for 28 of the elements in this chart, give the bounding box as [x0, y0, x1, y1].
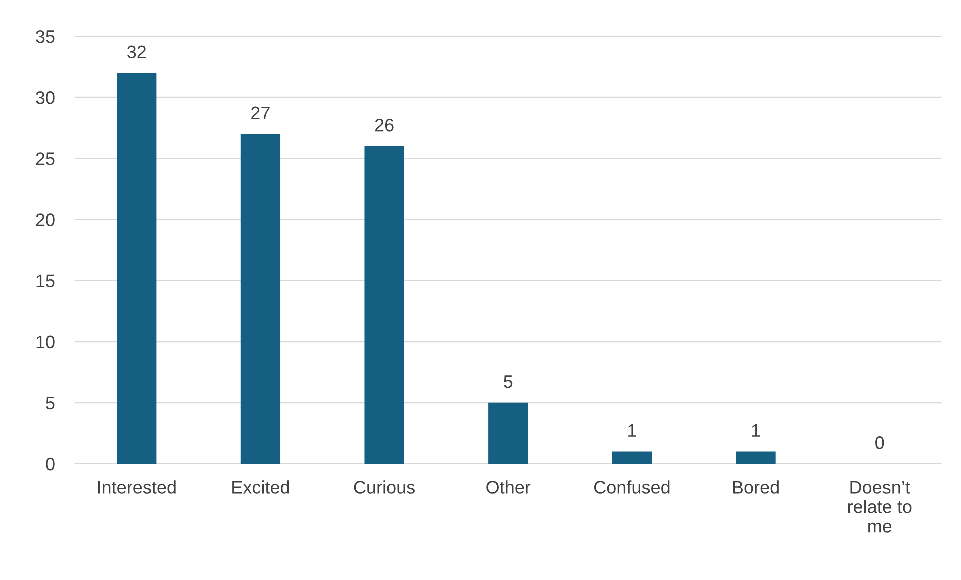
- data-label: 1: [752, 424, 760, 437]
- data-label: 27: [252, 106, 270, 120]
- data-label: 5: [504, 376, 513, 388]
- data-label: 1: [628, 424, 636, 437]
- y-tick-label: 5: [46, 397, 55, 410]
- bar: [240, 134, 281, 464]
- y-tick-label: 30: [36, 92, 55, 104]
- y-tick-label: 25: [36, 152, 55, 166]
- y-tick-label: 15: [36, 274, 55, 288]
- x-tick-label: Excited: [232, 480, 290, 494]
- bar: [612, 452, 652, 464]
- bar: [488, 402, 528, 464]
- bar: [117, 73, 157, 464]
- y-tick-label: 35: [36, 30, 55, 44]
- y-tick-label: 0: [46, 458, 55, 471]
- x-tick-label: Confused: [594, 480, 670, 494]
- data-label: 26: [375, 118, 394, 132]
- x-tick-label: Bored: [733, 480, 779, 494]
- y-tick-label: 20: [36, 214, 55, 226]
- x-tick-label: Other: [486, 480, 531, 494]
- bar: [736, 452, 776, 464]
- bar: [364, 146, 404, 464]
- x-tick-label: Curious: [354, 480, 415, 494]
- data-label: 0: [876, 436, 884, 450]
- y-tick-label: 10: [36, 336, 55, 349]
- data-label: 32: [128, 46, 146, 58]
- x-tick-label: Doesn’t relate to me: [848, 481, 912, 533]
- x-tick-label: Interested: [98, 480, 176, 494]
